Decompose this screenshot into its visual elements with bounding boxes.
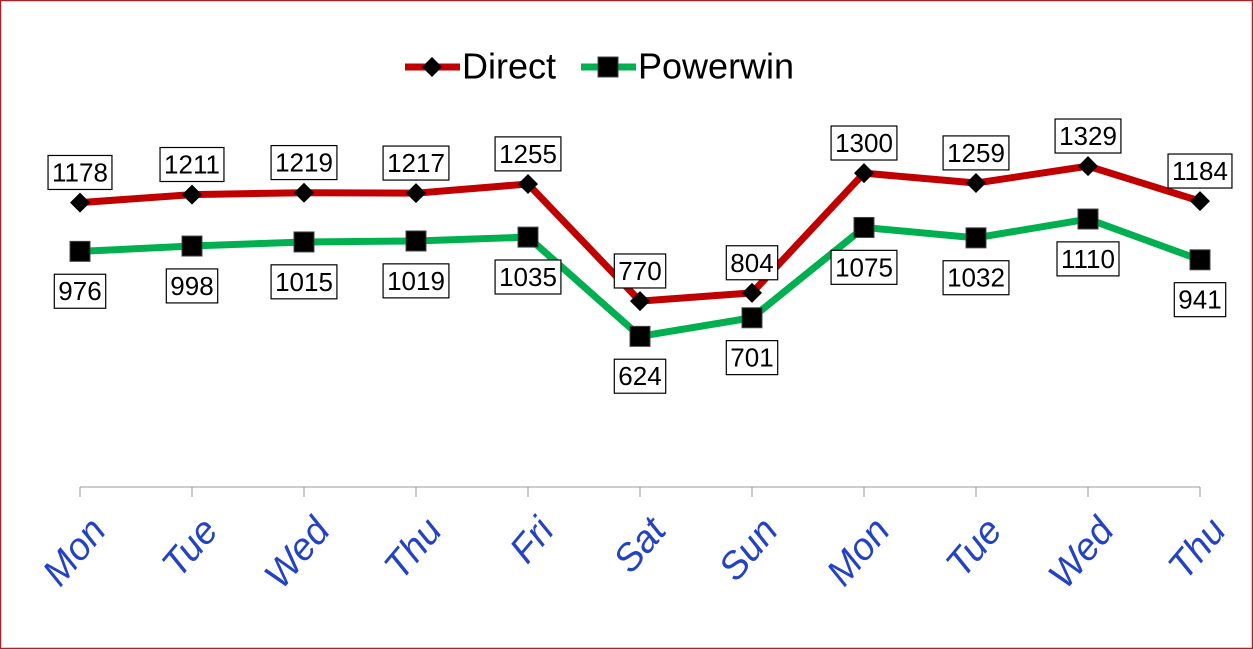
data-label: 1110 [1061,244,1115,274]
data-label-box [725,245,779,281]
marker [965,227,987,249]
marker [1077,208,1099,230]
data-label: 1300 [835,128,893,158]
data-label: 998 [170,271,213,301]
marker [181,235,203,257]
marker [182,184,202,205]
data-label-box [159,146,225,183]
data-label-box [613,253,667,289]
data-label: 1255 [499,139,557,169]
data-label: 1329 [1059,121,1117,151]
legend-label: Powerwin [638,46,794,87]
legend-label: Direct [462,46,556,87]
data-label-box [942,135,1010,171]
marker [741,307,763,329]
data-label-box [830,125,898,161]
marker [1078,156,1098,177]
data-label: 1259 [947,138,1005,168]
marker [630,291,650,312]
data-label: 1019 [387,266,445,296]
data-label: 1178 [52,157,108,187]
data-label-box [53,273,107,309]
marker [1190,191,1210,212]
data-label: 804 [730,248,773,278]
data-label: 624 [618,361,661,391]
data-label-box [1054,118,1122,154]
data-label-box [830,249,898,285]
legend-marker [597,56,619,78]
data-label-box [613,358,667,394]
data-label: 941 [1178,285,1221,315]
marker [293,231,315,253]
marker [405,230,427,252]
marker [742,282,762,303]
data-label: 1035 [499,262,557,292]
data-label: 1032 [947,263,1005,293]
legend-marker [422,57,442,77]
marker [518,174,538,195]
data-label: 1219 [275,148,333,178]
data-label-box [382,145,450,181]
data-label-box [270,264,338,300]
data-label: 976 [58,276,101,306]
data-label: 1211 [164,150,220,180]
data-label: 1184 [1172,156,1228,186]
data-label-box [942,260,1010,296]
data-label-box [47,154,113,191]
data-label: 1075 [835,252,893,282]
marker [966,173,986,194]
marker [406,183,426,204]
data-label: 770 [618,256,661,286]
data-label-box [725,340,779,376]
data-label-box [494,136,562,172]
marker [853,216,875,238]
data-label-box [1056,241,1120,277]
marker [294,182,314,203]
data-label-box [165,268,219,304]
data-label: 1217 [387,148,445,178]
marker [70,192,90,213]
data-label-box [270,144,338,181]
marker [854,163,874,184]
marker [1189,249,1211,271]
data-label-box [1173,282,1227,318]
data-label-box [494,259,562,295]
marker [629,325,651,347]
data-label: 1015 [275,267,333,297]
marker [69,240,91,262]
data-label-box [382,263,450,299]
data-label-box [1167,153,1233,189]
marker [517,226,539,248]
data-label: 701 [730,343,773,373]
